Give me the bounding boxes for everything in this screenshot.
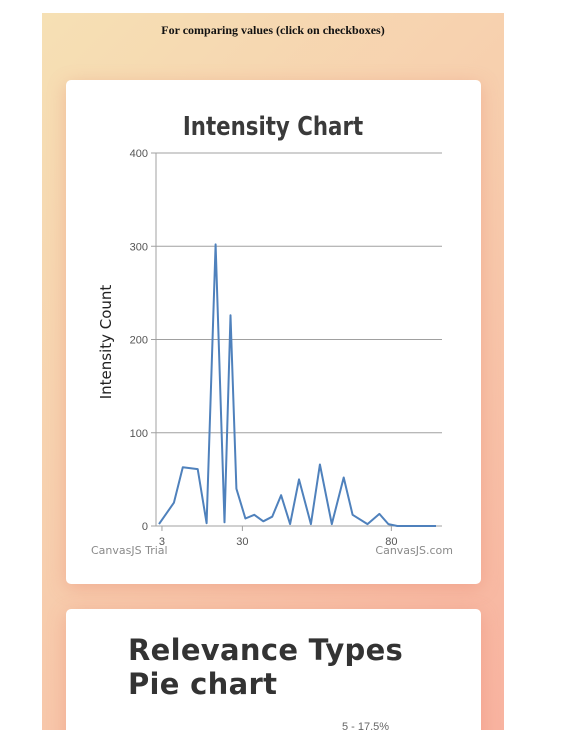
pie-slice-label: 5 - 17.5% — [342, 721, 390, 730]
watermark-trial: CanvasJS Trial — [91, 544, 168, 557]
y-axis-label: Intensity Count — [97, 285, 115, 400]
y-tick-label: 100 — [130, 428, 148, 440]
intensity-chart-card: Intensity Chart 0 100 200 300 400 3 30 80 Intensi… — [66, 80, 481, 584]
x-tick-label: 80 — [385, 536, 397, 548]
intensity-chart: Intensity Chart 0 100 200 300 400 3 30 80 Intensi… — [91, 111, 453, 557]
content-panel: For comparing values (click on checkboxe… — [42, 13, 504, 730]
x-tick-label: 30 — [236, 536, 248, 548]
watermark-site: CanvasJS.com — [375, 544, 453, 557]
y-tick-label: 0 — [142, 521, 148, 533]
y-tick-label: 200 — [130, 335, 148, 347]
y-tick-label: 300 — [130, 241, 148, 253]
intensity-series-line — [158, 243, 436, 527]
relevance-pie-card: Relevance Types Pie chart 5 - 17.5% — [66, 609, 481, 730]
comparison-instructions: For comparing values (click on checkboxe… — [161, 23, 385, 37]
pie-chart-title: Relevance Types Pie chart — [128, 633, 404, 701]
x-tick-label: 3 — [159, 536, 165, 548]
y-tick-label: 400 — [130, 148, 148, 160]
chart-title: Intensity Chart — [183, 111, 363, 142]
